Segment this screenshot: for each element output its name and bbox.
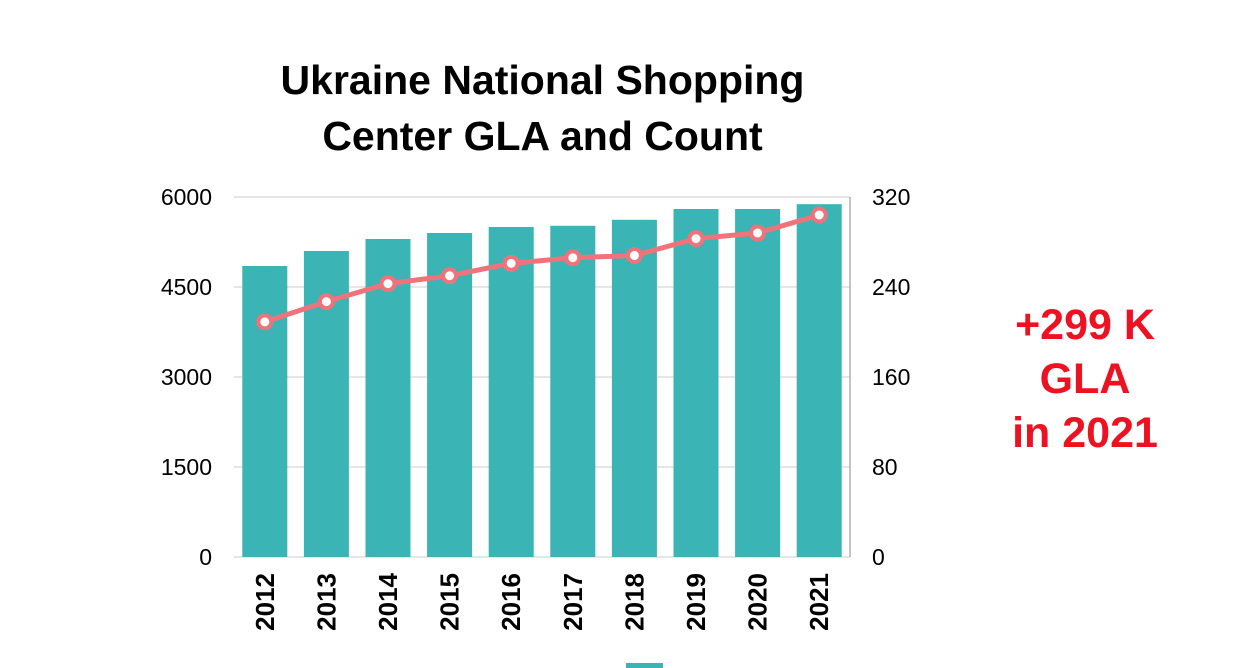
left-tick-label: 1500 xyxy=(161,454,212,480)
left-axis: 0 1500 3000 4500 6000 xyxy=(161,184,212,570)
x-tick-label-2021: 2021 xyxy=(804,573,834,631)
right-tick-label: 320 xyxy=(872,184,910,210)
bar-2020 xyxy=(735,209,781,557)
count-line xyxy=(264,212,820,325)
chart-title-line-2: Center GLA and Count xyxy=(322,113,763,159)
bar-2016 xyxy=(488,227,534,557)
right-tick-label: 80 xyxy=(872,454,898,480)
count-point-2018 xyxy=(625,247,643,264)
x-tick-label-2014: 2014 xyxy=(373,572,403,630)
bar-2018 xyxy=(611,219,657,558)
count-point-2019 xyxy=(687,230,705,248)
x-tick-label-2015: 2015 xyxy=(435,573,465,631)
legend-swatch-gla xyxy=(626,663,663,668)
count-point-2016 xyxy=(502,254,520,272)
left-tick-label: 6000 xyxy=(161,184,212,210)
bar-2021 xyxy=(796,204,842,557)
left-tick-label: 0 xyxy=(199,544,212,570)
x-tick-label-2012: 2012 xyxy=(250,573,280,631)
x-tick-label-2017: 2017 xyxy=(558,573,588,631)
gla-callout: +299 K GLA in 2021 xyxy=(975,298,1195,460)
legend xyxy=(626,663,663,668)
count-point-2015 xyxy=(441,267,459,285)
bar-series xyxy=(242,204,842,558)
bar-2012 xyxy=(242,266,288,557)
right-tick-label: 160 xyxy=(872,364,910,390)
x-tick-label-2020: 2020 xyxy=(743,573,773,631)
right-axis: 0 80 160 240 320 xyxy=(849,184,910,570)
right-tick-label: 240 xyxy=(872,274,910,300)
bar-2015 xyxy=(427,233,473,557)
x-tick-label-2016: 2016 xyxy=(496,573,526,631)
x-tick-label-2018: 2018 xyxy=(619,573,649,631)
left-tick-label: 4500 xyxy=(161,274,212,300)
bar-2017 xyxy=(550,225,596,558)
callout-line-1: +299 K xyxy=(1015,301,1155,349)
callout-line-3: in 2021 xyxy=(1012,409,1158,457)
count-point-2017 xyxy=(564,249,582,267)
callout-line-2: GLA xyxy=(1039,355,1131,403)
chart-title-line-1: Ukraine National Shopping xyxy=(280,57,805,103)
count-point-2012 xyxy=(256,313,274,331)
count-point-2013 xyxy=(317,293,335,311)
right-tick-label: 0 xyxy=(872,544,885,570)
count-point-2014 xyxy=(379,275,397,293)
count-point-2021 xyxy=(810,206,828,224)
left-tick-label: 3000 xyxy=(161,364,212,390)
bar-2019 xyxy=(673,209,719,557)
count-point-2020 xyxy=(749,224,767,242)
x-axis: 2012 2013 2014 2015 2016 2017 2018 2019 2020 2021 xyxy=(250,572,834,630)
x-tick-label-2013: 2013 xyxy=(311,573,341,631)
chart-title: Ukraine National Shopping Center GLA and… xyxy=(200,52,885,164)
x-tick-label-2019: 2019 xyxy=(681,573,711,631)
line-series xyxy=(256,206,828,331)
